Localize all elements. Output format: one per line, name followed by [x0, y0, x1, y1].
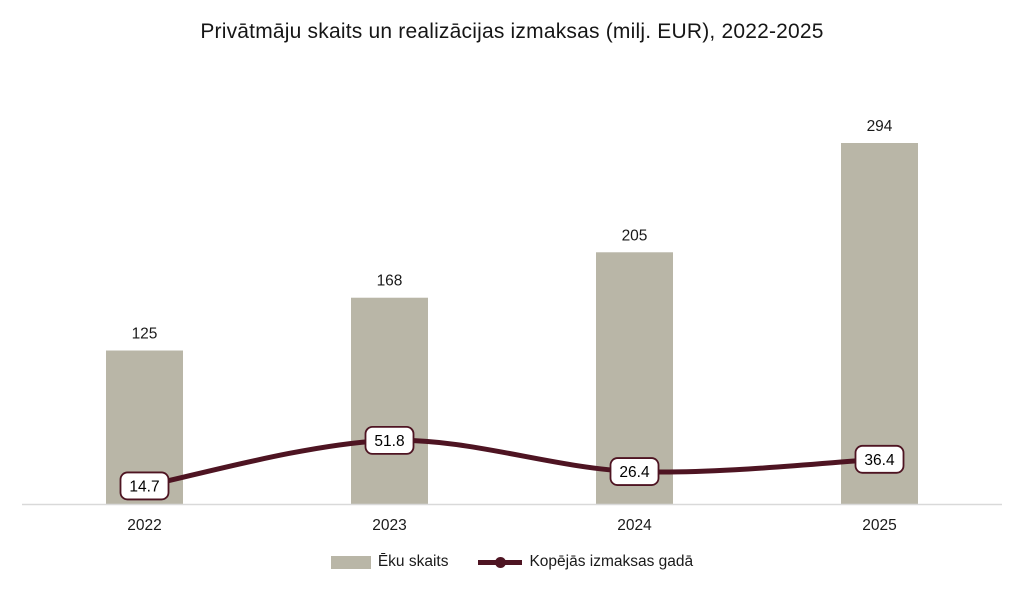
legend-label-costs: Kopējās izmaksas gadā	[529, 553, 694, 570]
line-series-swatch-icon	[478, 556, 523, 569]
point-label-box-2024	[609, 457, 660, 486]
legend: Ēku skaits Kopējās izmaksas gadā	[0, 553, 1024, 571]
point-label-box-2025	[854, 444, 905, 474]
x-axis-label-2022: 2022	[127, 517, 161, 534]
legend-item-buildings: Ēku skaits	[330, 553, 449, 571]
chart-title: Privātmāju skaits un realizācijas izmaks…	[200, 20, 824, 43]
bar-value-label-2022: 125	[132, 326, 158, 343]
point-label-value-2022: 14.7	[129, 478, 159, 495]
bar-value-label-2024: 205	[622, 227, 648, 244]
x-axis-label-2023: 2023	[372, 517, 406, 534]
point-label-value-2024: 26.4	[619, 464, 650, 481]
bar-value-label-2023: 168	[377, 273, 403, 290]
bar-2023	[351, 297, 428, 504]
point-label-value-2025: 36.4	[864, 452, 895, 469]
point-label-box-2022	[119, 471, 170, 501]
x-axis-label-2024: 2024	[617, 517, 652, 534]
bar-value-label-2025: 294	[867, 118, 893, 135]
x-axis-label-2025: 2025	[862, 517, 896, 534]
legend-label-buildings: Ēku skaits	[377, 553, 449, 570]
cost-line	[142, 437, 882, 489]
point-label-box-2023	[364, 425, 415, 455]
point-label-value-2023: 51.8	[374, 433, 404, 450]
bar-series-swatch-icon	[330, 555, 371, 569]
bar-2025	[841, 143, 918, 504]
legend-item-costs: Kopējās izmaksas gadā	[478, 553, 693, 571]
